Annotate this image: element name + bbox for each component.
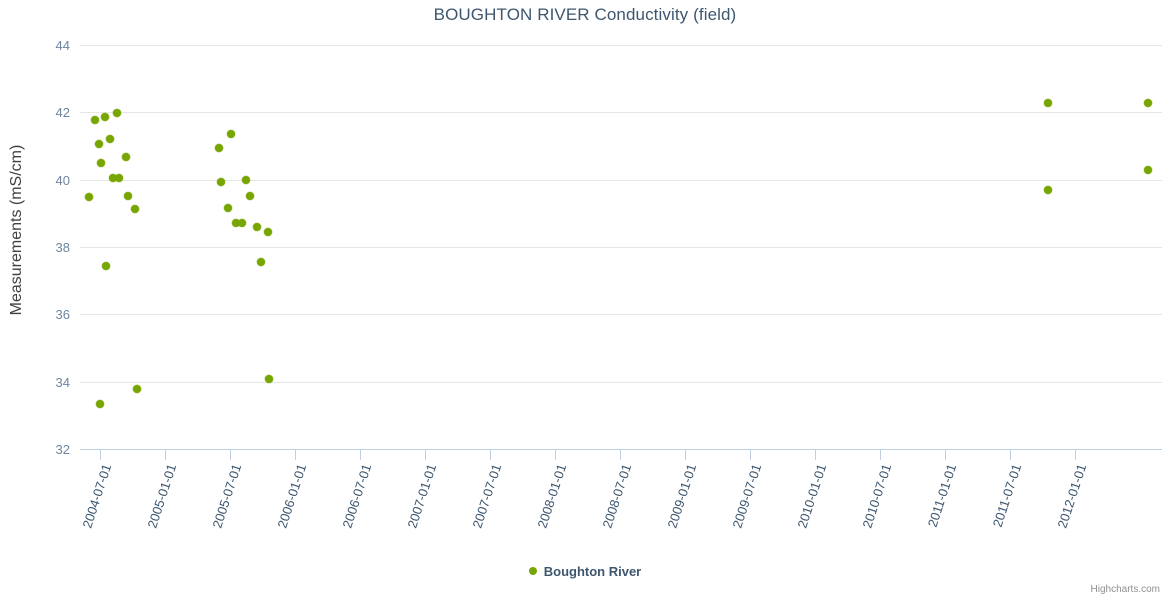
x-axis-tick-label: 2004-07-01 bbox=[79, 462, 115, 530]
legend-item-label: Boughton River bbox=[543, 564, 642, 580]
x-axis-tick-mark bbox=[945, 450, 946, 460]
plot-area bbox=[80, 45, 1162, 450]
y-axis-tick: 44 bbox=[26, 38, 70, 53]
chart-legend: Boughton River bbox=[0, 563, 1170, 579]
x-axis-tick-label: 2005-07-01 bbox=[209, 462, 245, 530]
scatter-point[interactable] bbox=[1044, 99, 1052, 107]
x-axis-tick-mark bbox=[360, 450, 361, 460]
x-axis-tick-label: 2005-01-01 bbox=[144, 462, 180, 530]
x-axis-tick-label: 2011-07-01 bbox=[989, 462, 1025, 529]
scatter-point[interactable] bbox=[224, 204, 232, 212]
y-axis-tick: 34 bbox=[26, 375, 70, 390]
scatter-point[interactable] bbox=[242, 176, 250, 184]
x-axis-tick-mark bbox=[750, 450, 751, 460]
x-axis-tick-mark bbox=[1010, 450, 1011, 460]
scatter-point[interactable] bbox=[232, 219, 240, 227]
scatter-point[interactable] bbox=[124, 192, 132, 200]
x-axis-tick-label: 2008-01-01 bbox=[534, 462, 570, 530]
x-axis-tick-mark bbox=[555, 450, 556, 460]
x-axis-tick-label: 2009-07-01 bbox=[729, 462, 765, 530]
gridline-y bbox=[80, 45, 1162, 46]
scatter-point[interactable] bbox=[264, 228, 272, 236]
scatter-point[interactable] bbox=[257, 258, 265, 266]
scatter-point[interactable] bbox=[1044, 186, 1052, 194]
x-axis-tick-label: 2009-01-01 bbox=[664, 462, 700, 530]
scatter-point[interactable] bbox=[227, 130, 235, 138]
scatter-point[interactable] bbox=[133, 385, 141, 393]
scatter-point[interactable] bbox=[1144, 99, 1152, 107]
x-axis-tick-label: 2010-01-01 bbox=[794, 462, 830, 530]
chart-title: BOUGHTON RIVER Conductivity (field) bbox=[433, 5, 737, 24]
y-axis-tick-label: 42 bbox=[55, 105, 70, 120]
y-axis-tick-label: 34 bbox=[55, 375, 70, 390]
x-axis-tick-mark bbox=[685, 450, 686, 460]
gridline-y bbox=[80, 180, 1162, 181]
highcharts-credit-link[interactable]: Highcharts.com bbox=[1090, 584, 1160, 595]
scatter-point[interactable] bbox=[1144, 166, 1152, 174]
x-axis-tick-mark bbox=[1075, 450, 1076, 460]
scatter-point[interactable] bbox=[96, 400, 104, 408]
scatter-point[interactable] bbox=[113, 109, 121, 117]
x-axis-tick-mark bbox=[295, 450, 296, 460]
x-axis-tick-mark bbox=[425, 450, 426, 460]
scatter-point[interactable] bbox=[238, 219, 246, 227]
scatter-point[interactable] bbox=[101, 113, 109, 121]
x-axis-tick-label: 2006-07-01 bbox=[339, 462, 375, 530]
scatter-point[interactable] bbox=[109, 174, 117, 182]
scatter-point[interactable] bbox=[97, 159, 105, 167]
gridline-y bbox=[80, 382, 1162, 383]
x-axis-tick-label: 2010-07-01 bbox=[859, 462, 895, 530]
x-axis-tick-label: 2007-07-01 bbox=[469, 462, 505, 530]
scatter-point[interactable] bbox=[102, 262, 110, 270]
scatter-point[interactable] bbox=[217, 178, 225, 186]
x-axis-tick-label: 2011-01-01 bbox=[924, 462, 960, 529]
y-axis-tick: 32 bbox=[26, 442, 70, 457]
scatter-point[interactable] bbox=[122, 153, 130, 161]
y-axis-tick-label: 40 bbox=[55, 173, 70, 188]
x-axis-tick-mark bbox=[100, 450, 101, 460]
scatter-point[interactable] bbox=[215, 144, 223, 152]
x-axis-tick-mark bbox=[490, 450, 491, 460]
scatter-point[interactable] bbox=[131, 205, 139, 213]
x-axis-tick-label: 2007-01-01 bbox=[404, 462, 440, 530]
legend-marker-icon bbox=[528, 566, 537, 575]
scatter-point[interactable] bbox=[95, 140, 103, 148]
scatter-point[interactable] bbox=[265, 375, 273, 383]
y-axis-tick: 36 bbox=[26, 307, 70, 322]
y-axis-tick-label: 44 bbox=[55, 38, 70, 53]
scatter-point[interactable] bbox=[253, 223, 261, 231]
x-axis-tick-label: 2008-07-01 bbox=[599, 462, 635, 530]
gridline-y bbox=[80, 247, 1162, 248]
x-axis-tick-mark bbox=[620, 450, 621, 460]
scatter-point[interactable] bbox=[246, 192, 254, 200]
x-axis-tick-label: 2006-01-01 bbox=[274, 462, 310, 530]
x-axis-line bbox=[80, 449, 1162, 450]
gridline-y bbox=[80, 112, 1162, 113]
y-axis-tick: 38 bbox=[26, 240, 70, 255]
scatter-point[interactable] bbox=[85, 193, 93, 201]
gridline-y bbox=[80, 314, 1162, 315]
scatter-point[interactable] bbox=[91, 116, 99, 124]
y-axis-tick-label: 38 bbox=[55, 240, 70, 255]
y-axis-tick-label: 32 bbox=[55, 442, 70, 457]
scatter-point[interactable] bbox=[115, 174, 123, 182]
legend-item-boughton-river[interactable]: Boughton River bbox=[528, 563, 642, 580]
y-axis-tick: 42 bbox=[26, 105, 70, 120]
y-axis-tick-label: 36 bbox=[55, 307, 70, 322]
x-axis-tick-mark bbox=[815, 450, 816, 460]
x-axis-tick-mark bbox=[880, 450, 881, 460]
x-axis-tick-label: 2012-01-01 bbox=[1054, 462, 1090, 530]
y-axis-tick: 40 bbox=[26, 173, 70, 188]
x-axis-tick-mark bbox=[230, 450, 231, 460]
scatter-point[interactable] bbox=[106, 135, 114, 143]
x-axis-tick-mark bbox=[165, 450, 166, 460]
